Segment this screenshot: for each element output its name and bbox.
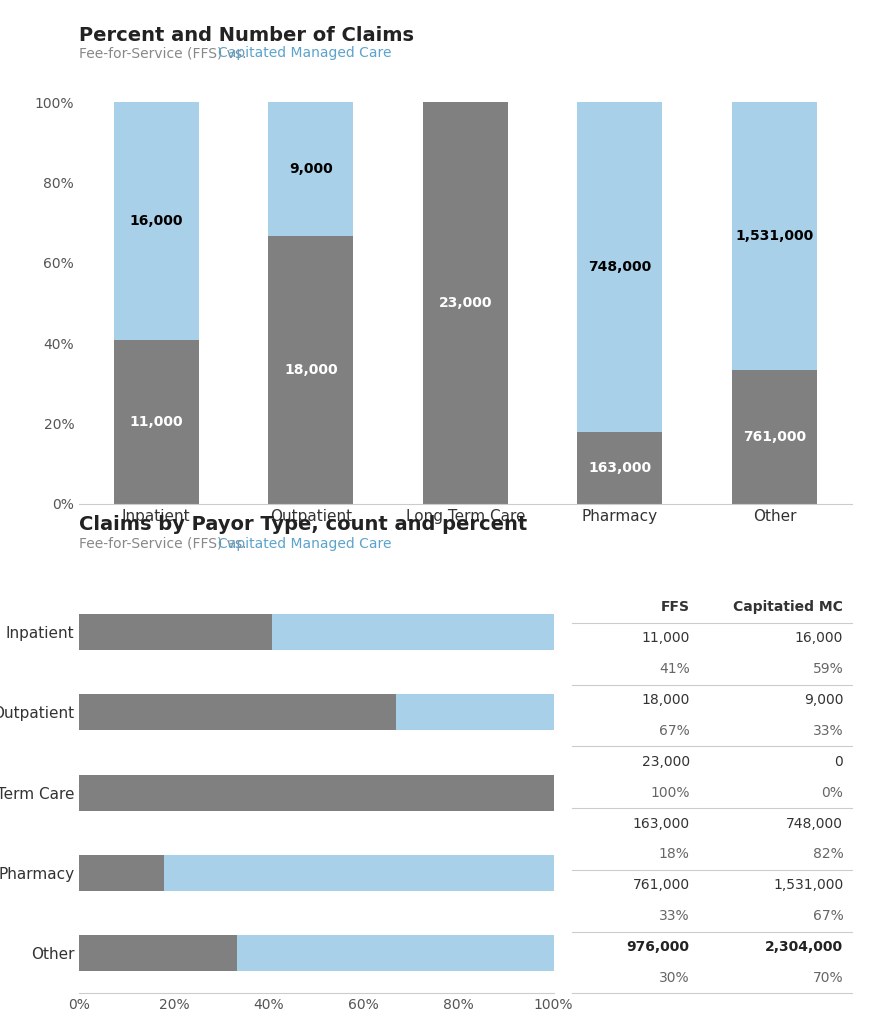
Text: 30%: 30%: [659, 971, 689, 985]
Text: 11,000: 11,000: [640, 631, 689, 645]
Text: 16,000: 16,000: [130, 214, 182, 228]
Text: 0: 0: [833, 755, 842, 769]
Text: 2,304,000: 2,304,000: [764, 940, 842, 954]
Text: 18%: 18%: [658, 848, 689, 861]
Text: 23,000: 23,000: [438, 296, 491, 310]
Text: 41%: 41%: [659, 663, 689, 676]
Bar: [577, 102, 661, 432]
Bar: [577, 432, 661, 504]
Text: 748,000: 748,000: [588, 260, 651, 274]
Text: Percent and Number of Claims: Percent and Number of Claims: [79, 26, 414, 45]
Text: 761,000: 761,000: [742, 430, 805, 444]
Bar: [114, 102, 198, 340]
Bar: [79, 855, 164, 891]
Text: FFS: FFS: [660, 600, 689, 614]
Text: 18,000: 18,000: [640, 693, 689, 707]
Text: 976,000: 976,000: [626, 940, 689, 954]
Text: Capitated Managed Care: Capitated Managed Care: [217, 46, 391, 60]
Bar: [731, 102, 816, 371]
Text: 100%: 100%: [650, 785, 689, 800]
Bar: [268, 236, 353, 504]
Text: 82%: 82%: [811, 848, 842, 861]
Text: 9,000: 9,000: [802, 693, 842, 707]
Bar: [79, 694, 396, 730]
Bar: [79, 614, 272, 650]
Bar: [79, 774, 553, 811]
Text: Capitated Managed Care: Capitated Managed Care: [217, 537, 391, 551]
Bar: [396, 694, 553, 730]
Bar: [423, 102, 507, 504]
Text: 1,531,000: 1,531,000: [734, 229, 813, 244]
Text: 761,000: 761,000: [632, 879, 689, 892]
Text: Fee-for-Service (FFS) vs.: Fee-for-Service (FFS) vs.: [79, 537, 251, 551]
Text: 1,531,000: 1,531,000: [772, 879, 842, 892]
Bar: [79, 935, 236, 971]
Bar: [272, 614, 553, 650]
Bar: [731, 371, 816, 504]
Text: 163,000: 163,000: [588, 461, 651, 475]
Text: 163,000: 163,000: [632, 816, 689, 830]
Text: 9,000: 9,000: [289, 162, 332, 176]
Text: 59%: 59%: [811, 663, 842, 676]
Text: 18,000: 18,000: [283, 362, 338, 377]
Text: 33%: 33%: [812, 724, 842, 738]
Bar: [236, 935, 553, 971]
Bar: [164, 855, 553, 891]
Text: 70%: 70%: [812, 971, 842, 985]
Text: Capitatied MC: Capitatied MC: [732, 600, 842, 614]
Text: 33%: 33%: [659, 909, 689, 923]
Text: 23,000: 23,000: [641, 755, 689, 769]
Bar: [114, 340, 198, 504]
Text: 67%: 67%: [811, 909, 842, 923]
Bar: [268, 102, 353, 236]
Text: 748,000: 748,000: [786, 816, 842, 830]
Text: 0%: 0%: [821, 785, 842, 800]
Text: 11,000: 11,000: [129, 415, 183, 429]
Text: 67%: 67%: [659, 724, 689, 738]
Text: Fee-for-Service (FFS) vs.: Fee-for-Service (FFS) vs.: [79, 46, 251, 60]
Text: Claims by Payor Type, count and percent: Claims by Payor Type, count and percent: [79, 515, 527, 535]
Text: 16,000: 16,000: [794, 631, 842, 645]
